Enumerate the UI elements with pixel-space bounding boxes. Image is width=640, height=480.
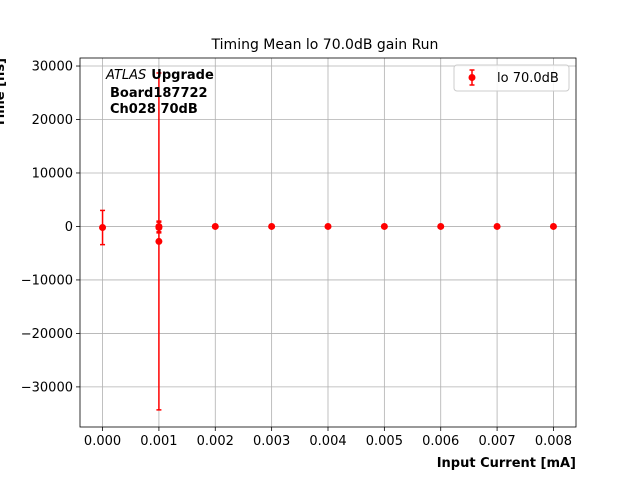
plot-frame: [79, 57, 577, 428]
chart-title: Timing Mean lo 70.0dB gain Run: [211, 37, 439, 53]
x-tick-label: 0.000: [84, 434, 121, 449]
annotation-board: Board187722: [110, 86, 208, 101]
x-tick-label: 0.004: [309, 434, 346, 449]
y-tick-label: −30000: [21, 380, 73, 395]
data-point: [268, 222, 276, 230]
y-axis-label: Time [ns]: [0, 58, 8, 127]
legend-label: lo 70.0dB: [497, 71, 559, 86]
legend: lo 70.0dB: [453, 64, 570, 92]
data-point: [155, 237, 163, 245]
x-tick-label: 0.007: [478, 434, 515, 449]
data-point: [324, 222, 332, 230]
annotation-atlas: ATLAS: [105, 68, 146, 83]
annotation-channel: Ch028 70dB: [110, 102, 198, 117]
y-tick-label: 30000: [32, 60, 73, 75]
x-tick-label: 0.001: [140, 434, 177, 449]
x-tick-label: 0.005: [366, 434, 403, 449]
y-tick-label: 0: [65, 220, 73, 235]
y-tick-label: 10000: [32, 166, 73, 181]
x-tick-label: 0.008: [535, 434, 572, 449]
x-tick-label: 0.002: [197, 434, 234, 449]
data-point: [493, 222, 501, 230]
y-tick-label: −20000: [21, 327, 73, 342]
x-tick-label: 0.006: [422, 434, 459, 449]
x-axis-label: Input Current [mA]: [437, 456, 576, 471]
y-tick-label: 20000: [32, 113, 73, 128]
data-marks: [99, 72, 557, 411]
data-point: [437, 222, 445, 230]
x-tick-label: 0.003: [253, 434, 290, 449]
axis-ticks: 0.000 0.001 0.002 0.003 0.004 0.005 0.006 0.007…: [21, 60, 572, 449]
y-tick-label: −10000: [21, 273, 73, 288]
annotation-line1: ATLAS Upgrade: [105, 68, 214, 83]
data-point: [211, 222, 219, 230]
data-point: [380, 222, 388, 230]
data-point: [549, 222, 557, 230]
grid: [80, 58, 576, 427]
atlas-annotation: ATLAS Upgrade Board187722 Ch028 70dB: [105, 68, 214, 117]
annotation-upgrade: Upgrade: [151, 68, 214, 83]
legend-marker-icon: [468, 74, 476, 81]
legend-box: [453, 64, 570, 92]
data-point: [99, 224, 107, 232]
